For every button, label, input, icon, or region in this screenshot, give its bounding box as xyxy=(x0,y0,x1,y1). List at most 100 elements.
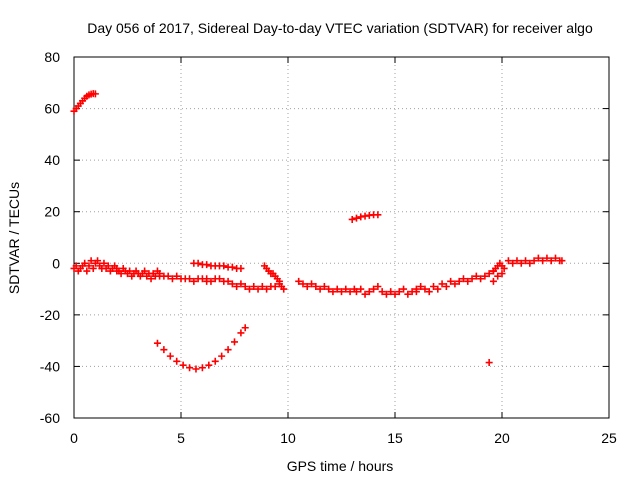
data-point xyxy=(338,288,345,296)
data-point xyxy=(374,282,382,290)
series xyxy=(485,359,493,367)
data-point xyxy=(228,280,236,288)
data-point xyxy=(539,257,547,265)
data-point xyxy=(547,257,555,265)
data-point xyxy=(342,285,350,293)
x-tick-label: 25 xyxy=(601,430,617,446)
data-point xyxy=(459,275,467,283)
data-point xyxy=(534,254,542,262)
data-point xyxy=(346,288,354,296)
data-point xyxy=(205,361,213,369)
data-point xyxy=(517,259,525,267)
data-point xyxy=(333,285,341,293)
series xyxy=(156,270,211,285)
data-point xyxy=(104,262,112,270)
data-point xyxy=(216,275,224,283)
data-point xyxy=(192,365,200,373)
data-point xyxy=(233,282,241,290)
x-tick-label: 20 xyxy=(494,430,510,446)
y-tick-label: -40 xyxy=(40,358,60,374)
series xyxy=(153,324,249,373)
data-point xyxy=(218,352,226,360)
data-point xyxy=(378,288,386,296)
y-tick-label: 0 xyxy=(52,255,60,271)
data-point xyxy=(425,288,433,296)
data-point xyxy=(228,263,236,271)
series xyxy=(70,257,121,275)
data-point xyxy=(361,290,369,298)
data-point xyxy=(160,346,168,354)
data-point xyxy=(156,270,164,278)
data-point xyxy=(325,285,333,293)
data-point xyxy=(500,264,508,272)
data-point xyxy=(404,290,412,298)
data-point xyxy=(352,288,360,296)
data-point xyxy=(308,280,316,288)
data-point xyxy=(275,277,283,285)
y-tick-label: 60 xyxy=(44,101,60,117)
data-point xyxy=(504,257,512,265)
x-tick-label: 5 xyxy=(177,430,185,446)
data-point xyxy=(186,275,194,283)
data-point xyxy=(211,357,219,365)
data-point xyxy=(442,282,450,290)
data-point xyxy=(81,259,89,267)
data-point xyxy=(447,277,455,285)
series xyxy=(295,277,358,296)
data-point xyxy=(526,259,534,267)
data-point xyxy=(455,277,463,285)
data-point xyxy=(168,275,176,283)
data-point xyxy=(370,285,378,293)
data-point xyxy=(194,259,202,267)
data-point xyxy=(94,257,102,265)
plot-frame xyxy=(73,56,610,419)
data-point xyxy=(485,359,493,367)
data-point xyxy=(485,270,493,278)
data-point xyxy=(552,254,559,262)
data-point xyxy=(430,282,438,290)
data-point xyxy=(472,272,480,280)
data-point xyxy=(316,285,324,293)
data-point xyxy=(438,280,446,288)
data-point xyxy=(198,364,206,372)
data-point xyxy=(241,324,249,332)
data-point xyxy=(374,211,382,219)
data-point xyxy=(395,288,403,296)
data-point xyxy=(258,282,266,290)
grid xyxy=(74,57,609,418)
data-point xyxy=(421,285,429,293)
data-point xyxy=(522,257,530,265)
data-point xyxy=(477,275,485,283)
data-point xyxy=(513,257,521,265)
data-point xyxy=(91,90,99,98)
data-point xyxy=(141,267,149,275)
data-point xyxy=(203,261,211,269)
x-tick-label: 0 xyxy=(70,430,78,446)
data-point xyxy=(89,264,97,272)
data-point xyxy=(280,285,288,293)
data-point xyxy=(173,357,181,365)
data-point xyxy=(100,259,108,267)
data-points xyxy=(70,90,566,373)
data-point xyxy=(348,215,356,223)
data-point xyxy=(87,257,95,265)
data-point xyxy=(179,361,187,369)
data-point xyxy=(391,290,399,298)
series xyxy=(203,275,283,293)
data-point xyxy=(365,288,373,296)
series xyxy=(504,254,566,267)
data-point xyxy=(387,288,395,296)
chart-title: Day 056 of 2017, Sidereal Day-to-day VTE… xyxy=(87,20,593,36)
series xyxy=(352,282,420,298)
data-point xyxy=(434,285,442,293)
ticks: 0 5 10 15 20 25 -60 -40 -20 0 20 40 60 80 xyxy=(40,49,617,446)
data-point xyxy=(164,272,172,280)
data-point xyxy=(250,282,258,290)
x-tick-label: 15 xyxy=(387,430,403,446)
data-point xyxy=(494,272,502,280)
data-point xyxy=(207,277,215,285)
x-axis-label: GPS time / hours xyxy=(287,458,394,474)
series xyxy=(412,267,497,296)
data-point xyxy=(329,288,337,296)
